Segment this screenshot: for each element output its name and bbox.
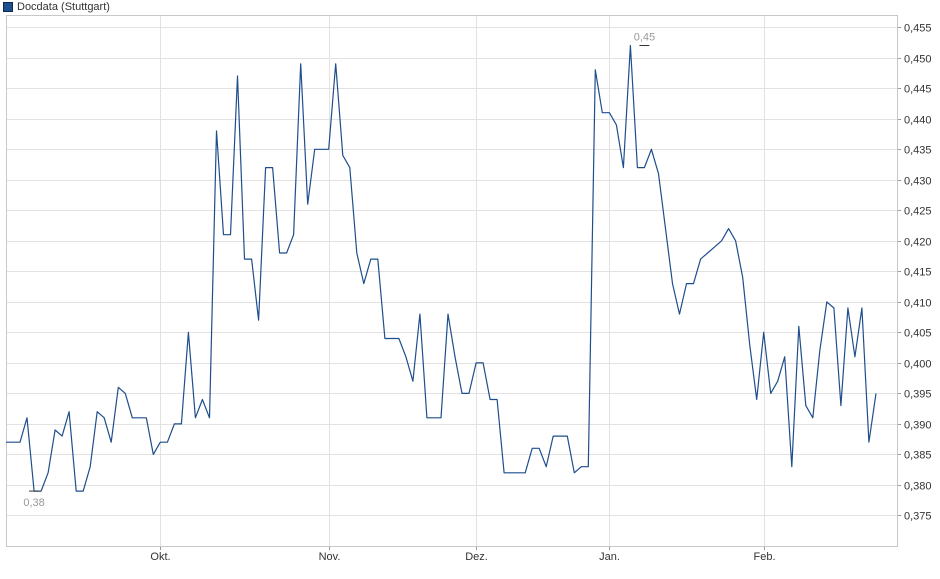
series-line <box>6 44 877 492</box>
y-tick-label: 0,380 <box>904 481 932 493</box>
y-tick-label: 0,455 <box>904 23 932 35</box>
y-tick-label: 0,375 <box>904 511 932 523</box>
legend-label: Docdata (Stuttgart) <box>17 1 110 13</box>
annotation-label: 0,38 <box>23 497 44 509</box>
x-tick-label: Okt. <box>150 551 170 563</box>
y-tick-label: 0,395 <box>904 389 932 401</box>
y-tick-label: 0,390 <box>904 420 932 432</box>
x-tick-label: Dez. <box>465 551 488 563</box>
y-tick-label: 0,410 <box>904 298 932 310</box>
y-tick-label: 0,440 <box>904 115 932 127</box>
x-tick-label: Nov. <box>319 551 341 563</box>
y-tick-label: 0,400 <box>904 359 932 371</box>
y-tick-label: 0,415 <box>904 267 932 279</box>
y-tick-label: 0,435 <box>904 145 932 157</box>
legend-swatch <box>3 2 13 12</box>
y-tick-label: 0,445 <box>904 84 932 96</box>
x-tick-label: Feb. <box>753 551 775 563</box>
y-tick-label: 0,385 <box>904 450 932 462</box>
y-tick-label: 0,405 <box>904 328 932 340</box>
legend: Docdata (Stuttgart) <box>3 0 110 14</box>
y-tick-label: 0,430 <box>904 176 932 188</box>
y-tick-label: 0,420 <box>904 237 932 249</box>
x-tick-label: Jan. <box>599 551 620 563</box>
y-tick-label: 0,450 <box>904 54 932 66</box>
y-tick-label: 0,425 <box>904 206 932 218</box>
plot-frame <box>6 15 898 547</box>
annotation-label: 0,45 <box>634 32 655 44</box>
